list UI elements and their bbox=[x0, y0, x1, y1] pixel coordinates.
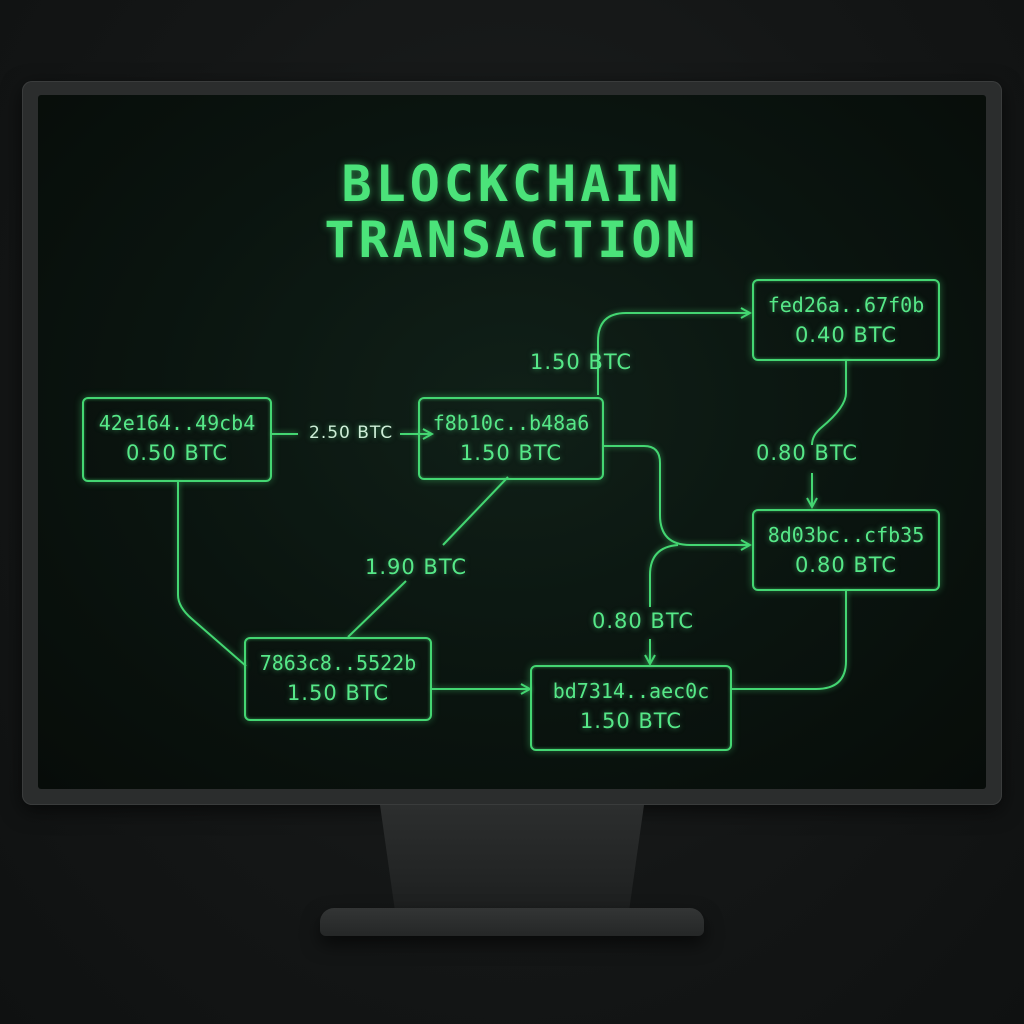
edge-c78-to-f8b-lower bbox=[347, 580, 407, 638]
edge-label-to-bd7: 0.80 BTC bbox=[592, 609, 695, 633]
node-hash: 8d03bc..cfb35 bbox=[767, 523, 925, 547]
diagram-title-line2: TRANSACTION bbox=[324, 211, 700, 269]
transaction-node-bd7314[interactable]: bd7314..aec0c 1.50 BTC bbox=[530, 665, 732, 751]
transaction-node-7863c8[interactable]: 7863c8..5522b 1.50 BTC bbox=[244, 637, 432, 721]
node-hash: bd7314..aec0c bbox=[552, 679, 710, 703]
node-amount: 0.40 BTC bbox=[794, 323, 898, 347]
monitor: BLOCKCHAIN TRANSACTION bbox=[22, 81, 1002, 805]
transaction-node-fed26a[interactable]: fed26a..67f0b 0.40 BTC bbox=[752, 279, 940, 361]
node-hash: 7863c8..5522b bbox=[259, 651, 417, 675]
diagram-title-line1: BLOCKCHAIN bbox=[341, 155, 683, 213]
monitor-stand-base bbox=[320, 908, 704, 936]
edge-label-42e-f8b: 2.50 BTC bbox=[309, 423, 394, 443]
edge-f8b-to-d03 bbox=[604, 445, 750, 545]
edge-label-f8b-fed: 1.50 BTC bbox=[530, 350, 633, 374]
node-amount: 0.50 BTC bbox=[125, 441, 229, 465]
screen: BLOCKCHAIN TRANSACTION bbox=[38, 95, 986, 789]
node-amount: 1.50 BTC bbox=[286, 681, 390, 705]
node-amount: 0.80 BTC bbox=[794, 553, 898, 577]
transaction-node-42e164[interactable]: 42e164..49cb4 0.50 BTC bbox=[82, 397, 272, 482]
edge-f8b-to-fed bbox=[597, 313, 750, 395]
edge-label-fed-d03: 0.80 BTC bbox=[756, 441, 859, 465]
monitor-stand-neck bbox=[380, 805, 644, 917]
edge-fed-to-d03 bbox=[811, 359, 847, 446]
node-hash: 42e164..49cb4 bbox=[98, 411, 256, 435]
edge-d03-branch-to-bd7 bbox=[649, 544, 679, 607]
edge-layer bbox=[177, 95, 847, 789]
node-hash: f8b10c..b48a6 bbox=[432, 411, 590, 435]
edge-label-c78-f8b: 1.90 BTC bbox=[365, 555, 468, 579]
node-hash: fed26a..67f0b bbox=[767, 293, 925, 317]
node-amount: 1.50 BTC bbox=[579, 709, 683, 733]
edge-42e-to-c78 bbox=[177, 482, 247, 667]
edge-c78-to-f8b bbox=[442, 476, 509, 546]
edge-bd7-to-d03 bbox=[732, 591, 847, 690]
node-amount: 1.50 BTC bbox=[459, 441, 563, 465]
transaction-node-8d03bc[interactable]: 8d03bc..cfb35 0.80 BTC bbox=[752, 509, 940, 591]
transaction-node-f8b10c[interactable]: f8b10c..b48a6 1.50 BTC bbox=[418, 397, 604, 480]
